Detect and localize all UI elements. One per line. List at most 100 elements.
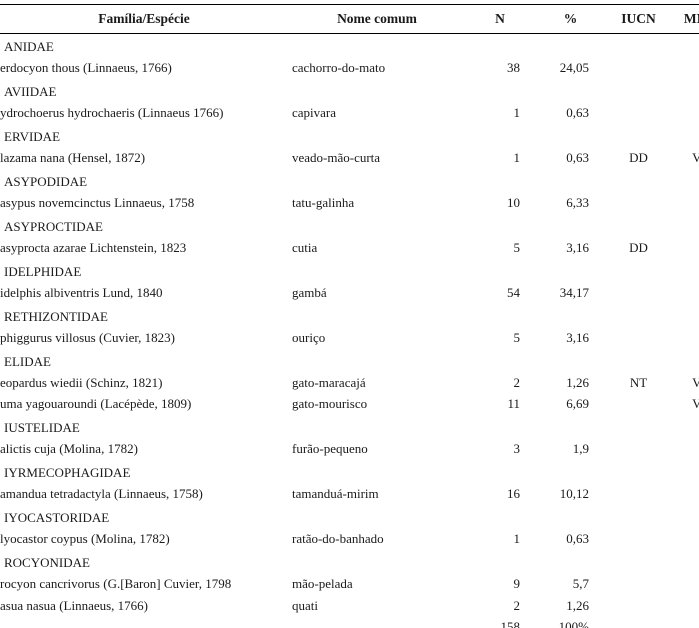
species-name: asua nasua (Linnaeus, 1766) (0, 595, 288, 616)
percent: 10,12 (534, 484, 607, 505)
mma-status (670, 193, 699, 214)
iucn-status: DD (607, 148, 670, 169)
family-row: IDELPHIDAE (0, 259, 699, 283)
col-header-mma: MMA (670, 5, 699, 34)
iucn-status (607, 58, 670, 79)
family-row: ERVIDAE (0, 124, 699, 148)
family-name: IYOCASTORIDAE (0, 505, 288, 529)
mma-status (670, 439, 699, 460)
species-name: phiggurus villosus (Cuvier, 1823) (0, 328, 288, 349)
family-row: IYRMECOPHAGIDAE (0, 460, 699, 484)
mma-status (670, 529, 699, 550)
species-row: ydrochoerus hydrochaeris (Linnaeus 1766)… (0, 103, 699, 124)
col-header-n: N (466, 5, 534, 34)
percent: 34,17 (534, 283, 607, 304)
common-name: gato-maracajá (288, 373, 466, 394)
count-n: 16 (466, 484, 534, 505)
count-n: 2 (466, 373, 534, 394)
species-row: asypus novemcinctus Linnaeus, 1758tatu-g… (0, 193, 699, 214)
percent: 6,69 (534, 394, 607, 415)
species-table: Família/Espécie Nome comum N % IUCN MMA … (0, 4, 699, 628)
count-n: 9 (466, 574, 534, 595)
percent: 6,33 (534, 193, 607, 214)
mma-status (670, 484, 699, 505)
percent: 24,05 (534, 58, 607, 79)
family-name: IDELPHIDAE (0, 259, 288, 283)
common-name: cutia (288, 238, 466, 259)
species-name: uma yagouaroundi (Lacépède, 1809) (0, 394, 288, 415)
species-row: eopardus wiedii (Schinz, 1821)gato-marac… (0, 373, 699, 394)
percent: 0,63 (534, 148, 607, 169)
mma-status: VU (670, 148, 699, 169)
mma-status (670, 103, 699, 124)
table-header-row: Família/Espécie Nome comum N % IUCN MMA (0, 5, 699, 34)
family-row: ELIDAE (0, 349, 699, 373)
common-name: cachorro-do-mato (288, 58, 466, 79)
mma-status (670, 574, 699, 595)
species-row: rocyon cancrivorus (G.[Baron] Cuvier, 17… (0, 574, 699, 595)
mma-status (670, 238, 699, 259)
family-row: ANIDAE (0, 33, 699, 57)
species-name: asypus novemcinctus Linnaeus, 1758 (0, 193, 288, 214)
family-name: ERVIDAE (0, 124, 288, 148)
common-name: veado-mão-curta (288, 148, 466, 169)
family-row: IYOCASTORIDAE (0, 505, 699, 529)
common-name: tamanduá-mirim (288, 484, 466, 505)
count-n: 1 (466, 529, 534, 550)
species-name: rocyon cancrivorus (G.[Baron] Cuvier, 17… (0, 574, 288, 595)
species-name: erdocyon thous (Linnaeus, 1766) (0, 58, 288, 79)
common-name: gambá (288, 283, 466, 304)
percent: 1,9 (534, 439, 607, 460)
common-name: gato-mourisco (288, 394, 466, 415)
species-row: phiggurus villosus (Cuvier, 1823)ouriço5… (0, 328, 699, 349)
mma-status (670, 58, 699, 79)
percent: 3,16 (534, 328, 607, 349)
iucn-status (607, 193, 670, 214)
mma-status (670, 283, 699, 304)
common-name: furão-pequeno (288, 439, 466, 460)
family-row: AVIIDAE (0, 79, 699, 103)
common-name: mão-pelada (288, 574, 466, 595)
mma-status: VU (670, 394, 699, 415)
common-name: quati (288, 595, 466, 616)
mma-status (670, 328, 699, 349)
species-name: ydrochoerus hydrochaeris (Linnaeus 1766) (0, 103, 288, 124)
family-name: AVIIDAE (0, 79, 288, 103)
count-n: 54 (466, 283, 534, 304)
common-name: ratão-do-banhado (288, 529, 466, 550)
mma-status: VU (670, 373, 699, 394)
common-name: capivara (288, 103, 466, 124)
count-n: 1 (466, 103, 534, 124)
family-name: ASYPODIDAE (0, 169, 288, 193)
percent: 1,26 (534, 373, 607, 394)
iucn-status (607, 439, 670, 460)
iucn-status (607, 328, 670, 349)
species-row: asua nasua (Linnaeus, 1766)quati21,26 (0, 595, 699, 616)
percent: 1,26 (534, 595, 607, 616)
count-n: 10 (466, 193, 534, 214)
species-row: lyocastor coypus (Molina, 1782)ratão-do-… (0, 529, 699, 550)
iucn-status (607, 574, 670, 595)
count-n: 5 (466, 238, 534, 259)
species-row: asyprocta azarae Lichtenstein, 1823cutia… (0, 238, 699, 259)
count-n: 1 (466, 148, 534, 169)
species-name: idelphis albiventris Lund, 1840 (0, 283, 288, 304)
species-name: eopardus wiedii (Schinz, 1821) (0, 373, 288, 394)
family-row: ASYPODIDAE (0, 169, 699, 193)
species-name: amandua tetradactyla (Linnaeus, 1758) (0, 484, 288, 505)
family-name: IUSTELIDAE (0, 415, 288, 439)
iucn-status (607, 529, 670, 550)
count-n: 3 (466, 439, 534, 460)
percent: 5,7 (534, 574, 607, 595)
col-header-pct: % (534, 5, 607, 34)
col-header-familia-especie: Família/Espécie (0, 5, 288, 34)
common-name: tatu-galinha (288, 193, 466, 214)
iucn-status: DD (607, 238, 670, 259)
total-pct: 100% (534, 616, 607, 628)
count-n: 38 (466, 58, 534, 79)
percent: 0,63 (534, 529, 607, 550)
count-n: 2 (466, 595, 534, 616)
iucn-status (607, 595, 670, 616)
species-name: alictis cuja (Molina, 1782) (0, 439, 288, 460)
col-header-nome-comum: Nome comum (288, 5, 466, 34)
